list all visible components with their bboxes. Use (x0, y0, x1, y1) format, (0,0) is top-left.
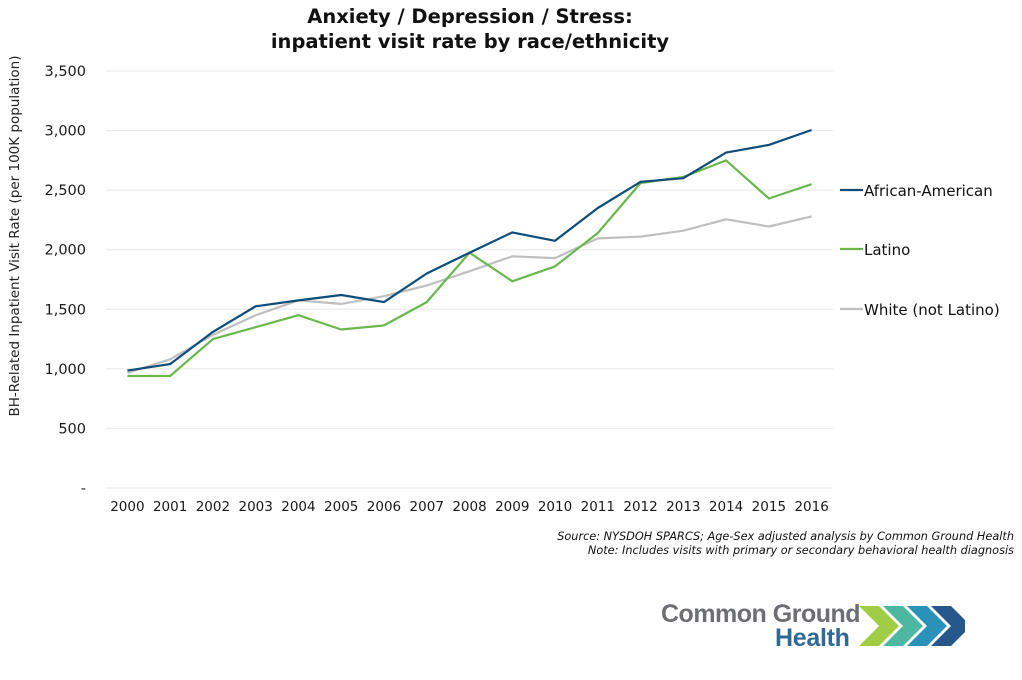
legend-label: Latino (864, 241, 910, 259)
x-tick-label: 2000 (110, 499, 144, 515)
logo-text-common-ground: Common Ground (661, 600, 861, 628)
y-tick-label: - (81, 481, 86, 497)
y-tick-label: 500 (58, 421, 86, 437)
chevrons-icon (859, 606, 965, 646)
x-tick-label: 2008 (452, 499, 486, 515)
x-tick-label: 2004 (281, 499, 315, 515)
x-tick-label: 2005 (324, 499, 358, 515)
chevron-shape (883, 606, 923, 646)
legend-item: African-American (840, 182, 993, 200)
x-tick-label: 2007 (410, 499, 444, 515)
source-text: Source: NYSDOH SPARCS; Age-Sex adjusted … (557, 530, 1014, 543)
legend-item: White (not Latino) (840, 301, 1000, 319)
legend-label: White (not Latino) (864, 301, 1000, 319)
source-note: Source: NYSDOH SPARCS; Age-Sex adjusted … (557, 530, 1014, 558)
logo-text-health: Health (775, 624, 850, 652)
chevron-shape (907, 606, 947, 646)
chart-title-line1: Anxiety / Depression / Stress: (307, 5, 633, 28)
y-tick-label: 2,500 (44, 183, 86, 199)
x-tick-label: 2003 (238, 499, 272, 515)
series-lines (127, 128, 812, 378)
y-tick-label: 2,000 (44, 243, 86, 259)
chart-title-line2: inpatient visit rate by race/ethnicity (270, 30, 670, 53)
note-text: Note: Includes visits with primary or se… (587, 544, 1014, 557)
x-tick-label: 2009 (495, 499, 529, 515)
y-tick-label: 3,000 (44, 124, 86, 140)
y-tick-label: 1,500 (44, 302, 86, 318)
x-axis-ticks: 2000 2001 2002 2003 2004 2005 2006 2007 2008 2009… (110, 499, 829, 515)
x-tick-label: 2012 (623, 499, 657, 515)
x-tick-label: 2013 (666, 499, 700, 515)
gridlines (106, 70, 833, 489)
y-tick-label: 1,000 (44, 362, 86, 378)
legend: African-American Latino White (not Latino) (840, 182, 1000, 319)
x-tick-label: 2006 (367, 499, 401, 515)
series-line-white-not-latino (127, 215, 812, 375)
series-line-latino (127, 159, 812, 378)
chevron-shape (859, 606, 899, 646)
x-tick-label: 2015 (752, 499, 786, 515)
series-line-african-american (127, 128, 812, 372)
y-tick-label: 3,500 (44, 64, 86, 80)
x-tick-label: 2011 (581, 499, 615, 515)
x-tick-label: 2014 (709, 499, 743, 515)
legend-item: Latino (840, 241, 910, 259)
x-tick-label: 2001 (153, 499, 187, 515)
x-tick-label: 2002 (196, 499, 230, 515)
x-tick-label: 2016 (794, 499, 828, 515)
x-tick-label: 2010 (538, 499, 572, 515)
legend-label: African-American (864, 182, 993, 200)
y-axis-label: BH-Related Inpatient Visit Rate (per 100… (7, 55, 23, 417)
y-axis-ticks: - 500 1,000 1,500 2,000 2,500 3,000 3,500 (44, 64, 86, 497)
chevron-shape (931, 606, 965, 646)
